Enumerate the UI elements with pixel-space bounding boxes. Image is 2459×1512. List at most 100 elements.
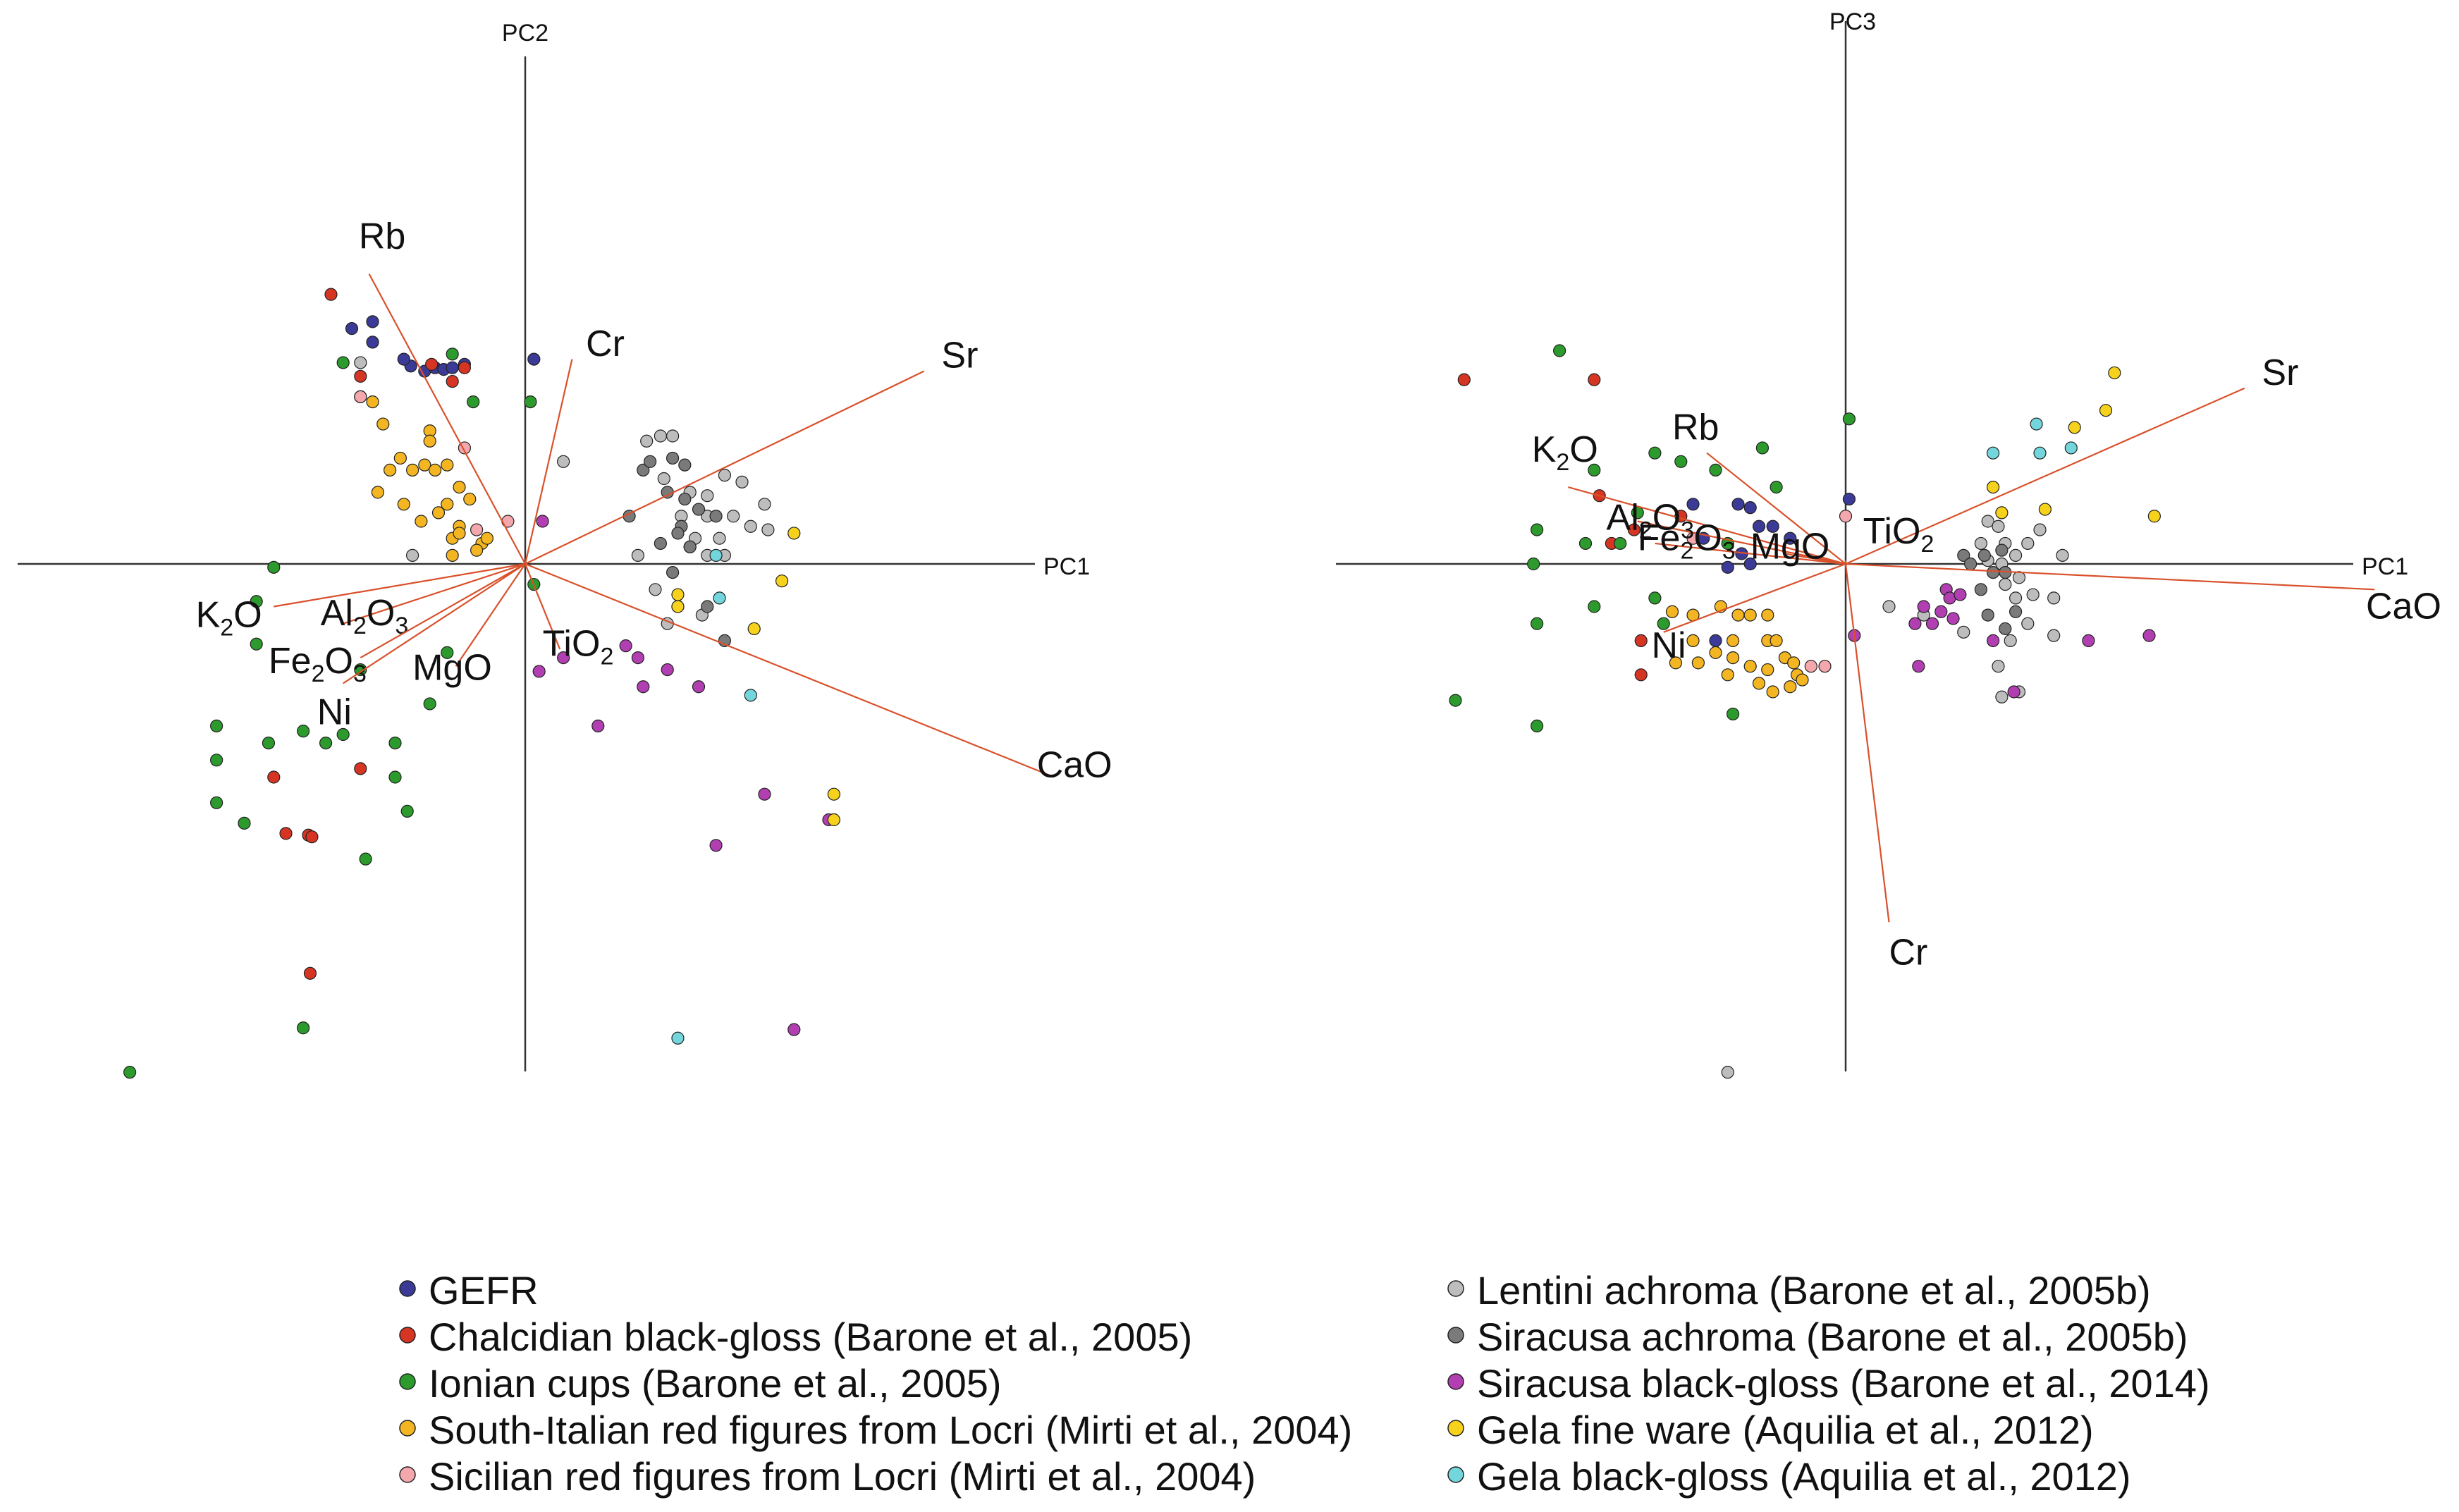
data-point xyxy=(297,725,310,738)
data-point xyxy=(1669,656,1683,670)
legend-label: Siracusa black-gloss (Barone et al., 201… xyxy=(1477,1361,2210,1406)
data-point xyxy=(384,463,397,477)
legend-marker xyxy=(399,1280,416,1297)
data-point xyxy=(1770,634,1783,648)
data-point xyxy=(637,680,650,694)
data-point xyxy=(1727,707,1740,721)
data-point xyxy=(591,719,605,733)
loading-vector-ni xyxy=(343,563,526,684)
loading-label-cr: Cr xyxy=(1889,933,1928,973)
data-point xyxy=(1842,412,1856,426)
data-point xyxy=(2033,446,2047,460)
data-point xyxy=(297,1021,310,1035)
loading-vector-cao xyxy=(525,563,1055,778)
data-point xyxy=(1842,492,1856,506)
data-point xyxy=(1987,565,2000,579)
data-point xyxy=(397,498,410,511)
series-chalcidian-black-gloss-barone-et-al-2005 xyxy=(267,288,472,980)
legend-label: Sicilian red figures from Locri (Mirti e… xyxy=(429,1454,1256,1499)
data-point xyxy=(354,369,367,383)
data-point xyxy=(458,361,472,374)
data-point xyxy=(671,1031,685,1045)
data-point xyxy=(423,697,436,711)
data-point xyxy=(2033,523,2047,536)
series-siracusa-achroma-barone-et-al-2005b xyxy=(1957,543,2023,636)
data-point xyxy=(354,762,367,775)
loading-label-al2o3: Al2O3 xyxy=(321,593,409,639)
data-point xyxy=(1912,660,1925,673)
data-point xyxy=(1917,600,1930,613)
data-point xyxy=(279,827,293,840)
loading-vector-al2o3 xyxy=(1637,520,1846,565)
series-chalcidian-black-gloss-barone-et-al-2005 xyxy=(1457,373,1688,682)
data-point xyxy=(446,548,459,563)
data-point xyxy=(123,1066,137,1079)
data-point xyxy=(1686,498,1700,511)
loading-vector-cao xyxy=(1845,563,2375,591)
data-point xyxy=(666,429,680,443)
series-gefr xyxy=(1686,492,1856,648)
legend-marker xyxy=(399,1373,416,1390)
data-point xyxy=(1755,441,1770,455)
data-point xyxy=(701,600,714,613)
loading-vector-rb xyxy=(1706,452,1846,565)
data-point xyxy=(1839,510,1853,523)
series-siracusa-achroma-barone-et-al-2005b xyxy=(623,451,732,648)
data-point xyxy=(336,727,350,742)
data-point xyxy=(631,651,645,665)
data-point xyxy=(1999,577,2012,591)
data-point xyxy=(345,321,359,336)
data-point xyxy=(775,574,789,588)
series-lentini-achroma-barone-et-al-2005b xyxy=(1721,515,2069,1079)
data-point xyxy=(1588,373,1601,386)
data-point xyxy=(336,356,350,369)
data-point xyxy=(744,689,757,702)
data-point xyxy=(425,357,439,371)
data-point xyxy=(267,560,281,574)
loading-label-sr: Sr xyxy=(2262,352,2298,393)
data-point xyxy=(527,352,541,366)
loading-label-mgo: MgO xyxy=(1750,527,1830,567)
data-point xyxy=(1784,531,1797,545)
loading-vector-k2o xyxy=(274,563,526,608)
legend-item-gela-fine-ware-aquilia-et-al-2012: Gela fine ware (Aquilia et al., 2012) xyxy=(1447,1408,2094,1452)
y-axis-label: PC2 xyxy=(502,20,548,47)
series-south-italian-red-figures-from-locri-mirti-et-al-2004 xyxy=(1665,600,1809,699)
data-point xyxy=(393,451,407,465)
data-point xyxy=(1648,446,1662,460)
data-point xyxy=(250,595,263,608)
data-point xyxy=(787,1023,801,1036)
data-point xyxy=(1977,548,1991,563)
data-point xyxy=(827,813,840,827)
data-point xyxy=(1674,455,1688,468)
data-point xyxy=(701,489,714,503)
data-point xyxy=(1992,520,2005,533)
data-point xyxy=(470,523,484,536)
loading-vector-sr xyxy=(1845,387,2245,565)
loading-label-cr: Cr xyxy=(586,324,625,364)
data-point xyxy=(1766,685,1779,699)
data-point xyxy=(441,646,454,659)
series-gela-fine-ware-aquilia-et-al-2012 xyxy=(671,527,840,827)
loading-label-cao: CaO xyxy=(2366,586,2441,627)
data-point xyxy=(405,463,419,477)
legend-label: Siracusa achroma (Barone et al., 2005b) xyxy=(1477,1315,2188,1359)
legend-item-lentini-achroma-barone-et-al-2005b: Lentini achroma (Barone et al., 2005b) xyxy=(1447,1268,2151,1313)
data-point xyxy=(1743,501,1757,515)
data-point xyxy=(324,288,338,301)
data-point xyxy=(397,352,410,366)
data-point xyxy=(1743,557,1757,571)
data-point xyxy=(692,503,706,516)
data-point xyxy=(354,390,367,403)
data-point xyxy=(359,852,372,866)
data-point xyxy=(1770,480,1783,494)
data-point xyxy=(423,434,436,448)
data-point xyxy=(354,356,367,369)
data-point xyxy=(827,787,840,801)
data-point xyxy=(640,434,654,448)
data-point xyxy=(1804,660,1817,673)
legend-marker xyxy=(399,1466,416,1483)
loading-vector-al2o3 xyxy=(343,563,526,625)
